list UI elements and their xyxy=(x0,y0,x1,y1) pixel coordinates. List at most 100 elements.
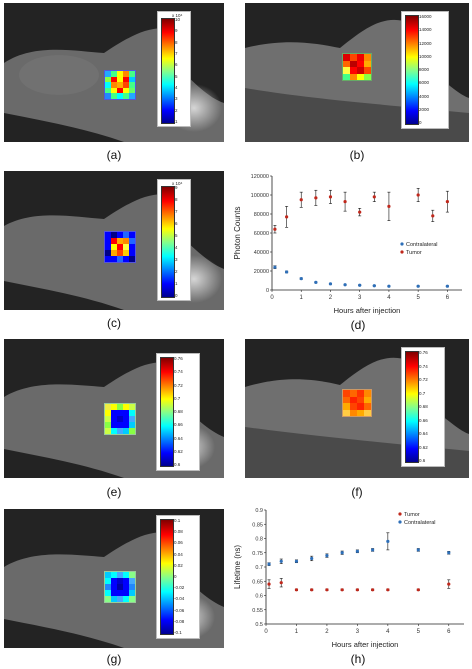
colorbar-box-e: 0.76 0.74 0.72 0.7 0.68 0.66 0.64 0.62 0.6 xyxy=(156,353,200,471)
colorbar-tick-a: 2 xyxy=(175,107,178,113)
colorbar-tick-f: 0.62 xyxy=(419,444,428,450)
colorbar-box-b: 16000 14000 12000 10000 8000 6000 4000 2000 0 xyxy=(401,11,449,129)
x-tick-label: 4 xyxy=(387,295,391,301)
y-tick-label: 60000 xyxy=(254,231,269,237)
colorbar-tick-f: 0.66 xyxy=(419,417,428,423)
data-point-contralateral xyxy=(343,283,347,287)
colorbar-box-c: x 10⁴ 9 8 7 6 5 4 3 2 1 0 xyxy=(157,179,191,301)
colorbar-b xyxy=(405,15,419,125)
colorbar-tick-e: 0.76 xyxy=(174,356,183,361)
y-axis-label: Lifetime (ns) xyxy=(233,545,242,589)
data-point-contralateral xyxy=(340,551,344,555)
legend-marker xyxy=(398,512,402,516)
image-panel-a: x 10⁴ 10 9 8 7 6 5 4 3 2 1 xyxy=(4,3,224,142)
colorbar-tick-e: 0.74 xyxy=(174,369,183,375)
data-point-tumor xyxy=(431,214,435,218)
x-tick-label: 0 xyxy=(270,295,274,301)
colorbar-tick-g: 0.06 xyxy=(174,540,183,546)
x-tick-label: 5 xyxy=(417,629,421,635)
colorbar-tick-f: 0.64 xyxy=(419,431,428,436)
data-point-tumor xyxy=(314,196,318,200)
y-tick-label: 0.8 xyxy=(255,537,263,543)
colorbar-tick-c: 1 xyxy=(175,281,178,286)
colorbar-tick-c: 7 xyxy=(175,209,178,214)
colorbar-tick-b: 16000 xyxy=(419,14,432,19)
y-tick-label: 0.9 xyxy=(255,508,263,514)
colorbar-tick-a: 1 xyxy=(175,119,178,124)
x-axis-label: Hours after injection xyxy=(334,306,401,315)
caption-e: (e) xyxy=(106,485,122,499)
data-point-contralateral xyxy=(387,284,391,288)
data-point-contralateral xyxy=(355,549,359,553)
colorbar-tick-a: 9 xyxy=(175,28,178,34)
colorbar-tick-a: 7 xyxy=(175,51,178,56)
data-point-tumor xyxy=(285,215,289,219)
colorbar-tick-b: 0 xyxy=(419,120,422,125)
colorbar-tick-f: 0.7 xyxy=(419,390,426,396)
colorbar-tick-g: -0.02 xyxy=(174,585,185,591)
colorbar-tick-c: 8 xyxy=(175,197,178,202)
colorbar-e xyxy=(160,357,174,467)
data-point-contralateral xyxy=(372,284,376,288)
x-tick-label: 0 xyxy=(264,629,268,635)
data-point-contralateral xyxy=(445,284,449,288)
colorbar-tick-b: 2000 xyxy=(419,106,430,112)
data-point-tumor xyxy=(387,204,391,208)
roi-heatmap-g xyxy=(104,571,136,603)
x-tick-label: 5 xyxy=(416,295,420,301)
roi-heatmap-c xyxy=(104,231,136,263)
colorbar-tick-g: 0.08 xyxy=(174,529,183,535)
data-point-contralateral xyxy=(273,265,277,269)
colorbar-box-g: 0.1 0.08 0.06 0.04 0.02 0 -0.02 -0.04 -0.06 -0.08… xyxy=(156,515,200,639)
colorbar-tick-f: 0.74 xyxy=(419,363,428,369)
colorbar-tick-g: 0 xyxy=(174,574,177,579)
y-tick-label: 0.5 xyxy=(255,622,263,628)
data-point-tumor xyxy=(294,588,299,592)
y-tick-label: 0.75 xyxy=(252,551,263,557)
colorbar-tick-f: 0.76 xyxy=(419,350,428,355)
y-tick-label: 40000 xyxy=(254,250,269,256)
data-point-tumor xyxy=(343,200,347,204)
colorbar-tick-a: 4 xyxy=(175,85,178,90)
x-tick-label: 3 xyxy=(358,295,362,301)
colorbar-tick-c: 4 xyxy=(175,245,178,250)
colorbar-tick-e: 0.68 xyxy=(174,409,183,414)
colorbar-tick-c: 6 xyxy=(175,221,178,226)
y-tick-label: 0.55 xyxy=(252,608,263,614)
colorbar-c xyxy=(161,186,175,298)
colorbar-tick-c: 0 xyxy=(175,293,178,298)
legend-label: Tumor xyxy=(406,250,422,256)
data-point-tumor xyxy=(325,588,329,592)
colorbar-tick-e: 0.62 xyxy=(174,448,183,454)
image-panel-f: 0.76 0.74 0.72 0.7 0.68 0.66 0.64 0.62 0.6 xyxy=(245,339,469,478)
colorbar-tick-f: 0.68 xyxy=(419,404,428,409)
legend-marker xyxy=(400,242,404,246)
colorbar-tick-c: 3 xyxy=(175,257,178,262)
x-tick-label: 6 xyxy=(446,295,450,301)
colorbar-a xyxy=(161,18,175,124)
colorbar-tick-b: 4000 xyxy=(419,93,430,99)
y-axis-label: Photon Counts xyxy=(233,207,242,260)
data-point-tumor xyxy=(416,193,420,197)
roi-heatmap-f xyxy=(342,389,372,417)
caption-f: (f) xyxy=(351,485,363,499)
colorbar-f xyxy=(405,351,419,463)
legend-label: Contralateral xyxy=(406,242,438,248)
data-point-tumor xyxy=(371,588,375,592)
colorbar-tick-c: 9 xyxy=(175,185,178,190)
data-point-tumor xyxy=(416,588,420,592)
x-tick-label: 4 xyxy=(386,629,390,635)
colorbar-tick-g: -0.06 xyxy=(174,607,185,613)
data-point-contralateral xyxy=(416,548,420,552)
data-point-tumor xyxy=(328,195,333,199)
image-panel-g: 0.1 0.08 0.06 0.04 0.02 0 -0.02 -0.04 -0.06 -0.08… xyxy=(4,509,224,648)
x-tick-label: 2 xyxy=(329,295,333,301)
x-tick-label: 1 xyxy=(295,629,299,635)
y-tick-label: 0.85 xyxy=(252,522,263,528)
data-point-tumor xyxy=(299,198,303,202)
colorbar-tick-b: 6000 xyxy=(419,80,430,86)
x-tick-label: 2 xyxy=(325,629,329,635)
colorbar-exponent-a: x 10⁴ xyxy=(172,13,183,18)
caption-b: (b) xyxy=(349,148,365,162)
colorbar-tick-a: 10 xyxy=(175,17,181,22)
